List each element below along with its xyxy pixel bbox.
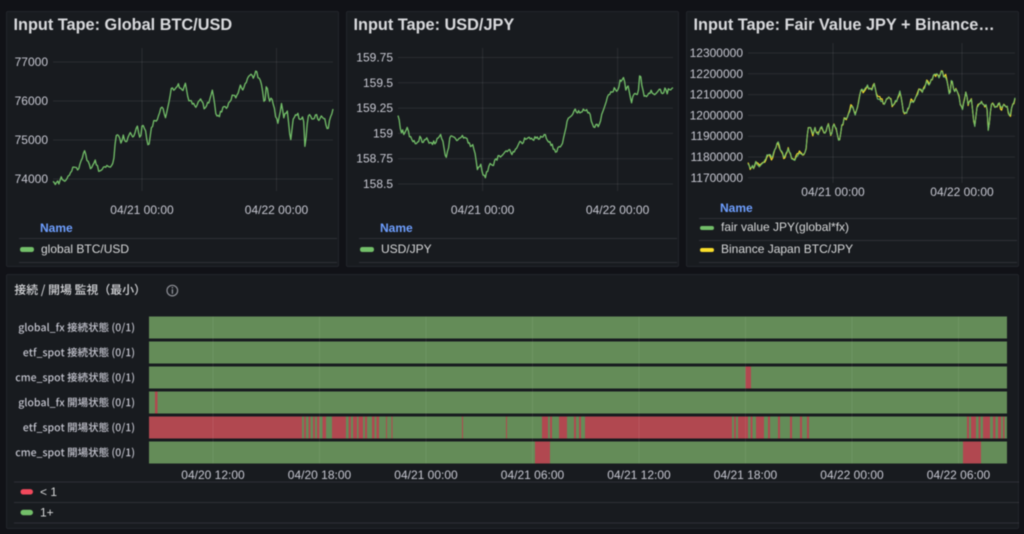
svg-text:11800000: 11800000 [691,150,744,164]
svg-text:04/22 00:00: 04/22 00:00 [820,468,884,482]
svg-text:< 1: < 1 [40,485,57,499]
svg-text:11700000: 11700000 [691,171,744,185]
svg-text:04/22 06:00: 04/22 06:00 [927,468,991,482]
svg-text:158.5: 158.5 [363,177,393,191]
svg-text:159.75: 159.75 [356,51,393,65]
svg-text:04/22 00:00: 04/22 00:00 [586,203,650,217]
svg-text:74000: 74000 [15,172,49,186]
svg-text:04/21 00:00: 04/21 00:00 [394,468,458,482]
svg-text:77000: 77000 [15,55,49,69]
svg-text:04/20 12:00: 04/20 12:00 [181,468,245,482]
svg-text:159.25: 159.25 [356,101,393,115]
svg-text:04/21 00:00: 04/21 00:00 [801,185,865,199]
svg-text:12200000: 12200000 [690,67,744,81]
svg-text:04/22 00:00: 04/22 00:00 [930,185,994,199]
svg-text:04/21 00:00: 04/21 00:00 [451,203,515,217]
svg-text:159.5: 159.5 [363,76,393,90]
svg-text:75000: 75000 [15,133,49,147]
svg-text:04/21 12:00: 04/21 12:00 [607,468,671,482]
svg-text:04/20 18:00: 04/20 18:00 [288,468,352,482]
svg-text:12100000: 12100000 [690,88,744,102]
svg-text:04/21 18:00: 04/21 18:00 [714,468,778,482]
svg-text:1+: 1+ [40,506,54,520]
svg-text:11900000: 11900000 [691,129,744,143]
svg-text:04/21 00:00: 04/21 00:00 [110,203,174,217]
svg-text:12000000: 12000000 [690,108,744,122]
svg-text:04/22 00:00: 04/22 00:00 [245,203,309,217]
svg-text:159: 159 [373,126,393,140]
svg-text:76000: 76000 [15,94,49,108]
svg-text:158.75: 158.75 [356,152,393,166]
svg-text:12300000: 12300000 [690,46,744,60]
svg-text:04/21 06:00: 04/21 06:00 [501,468,565,482]
